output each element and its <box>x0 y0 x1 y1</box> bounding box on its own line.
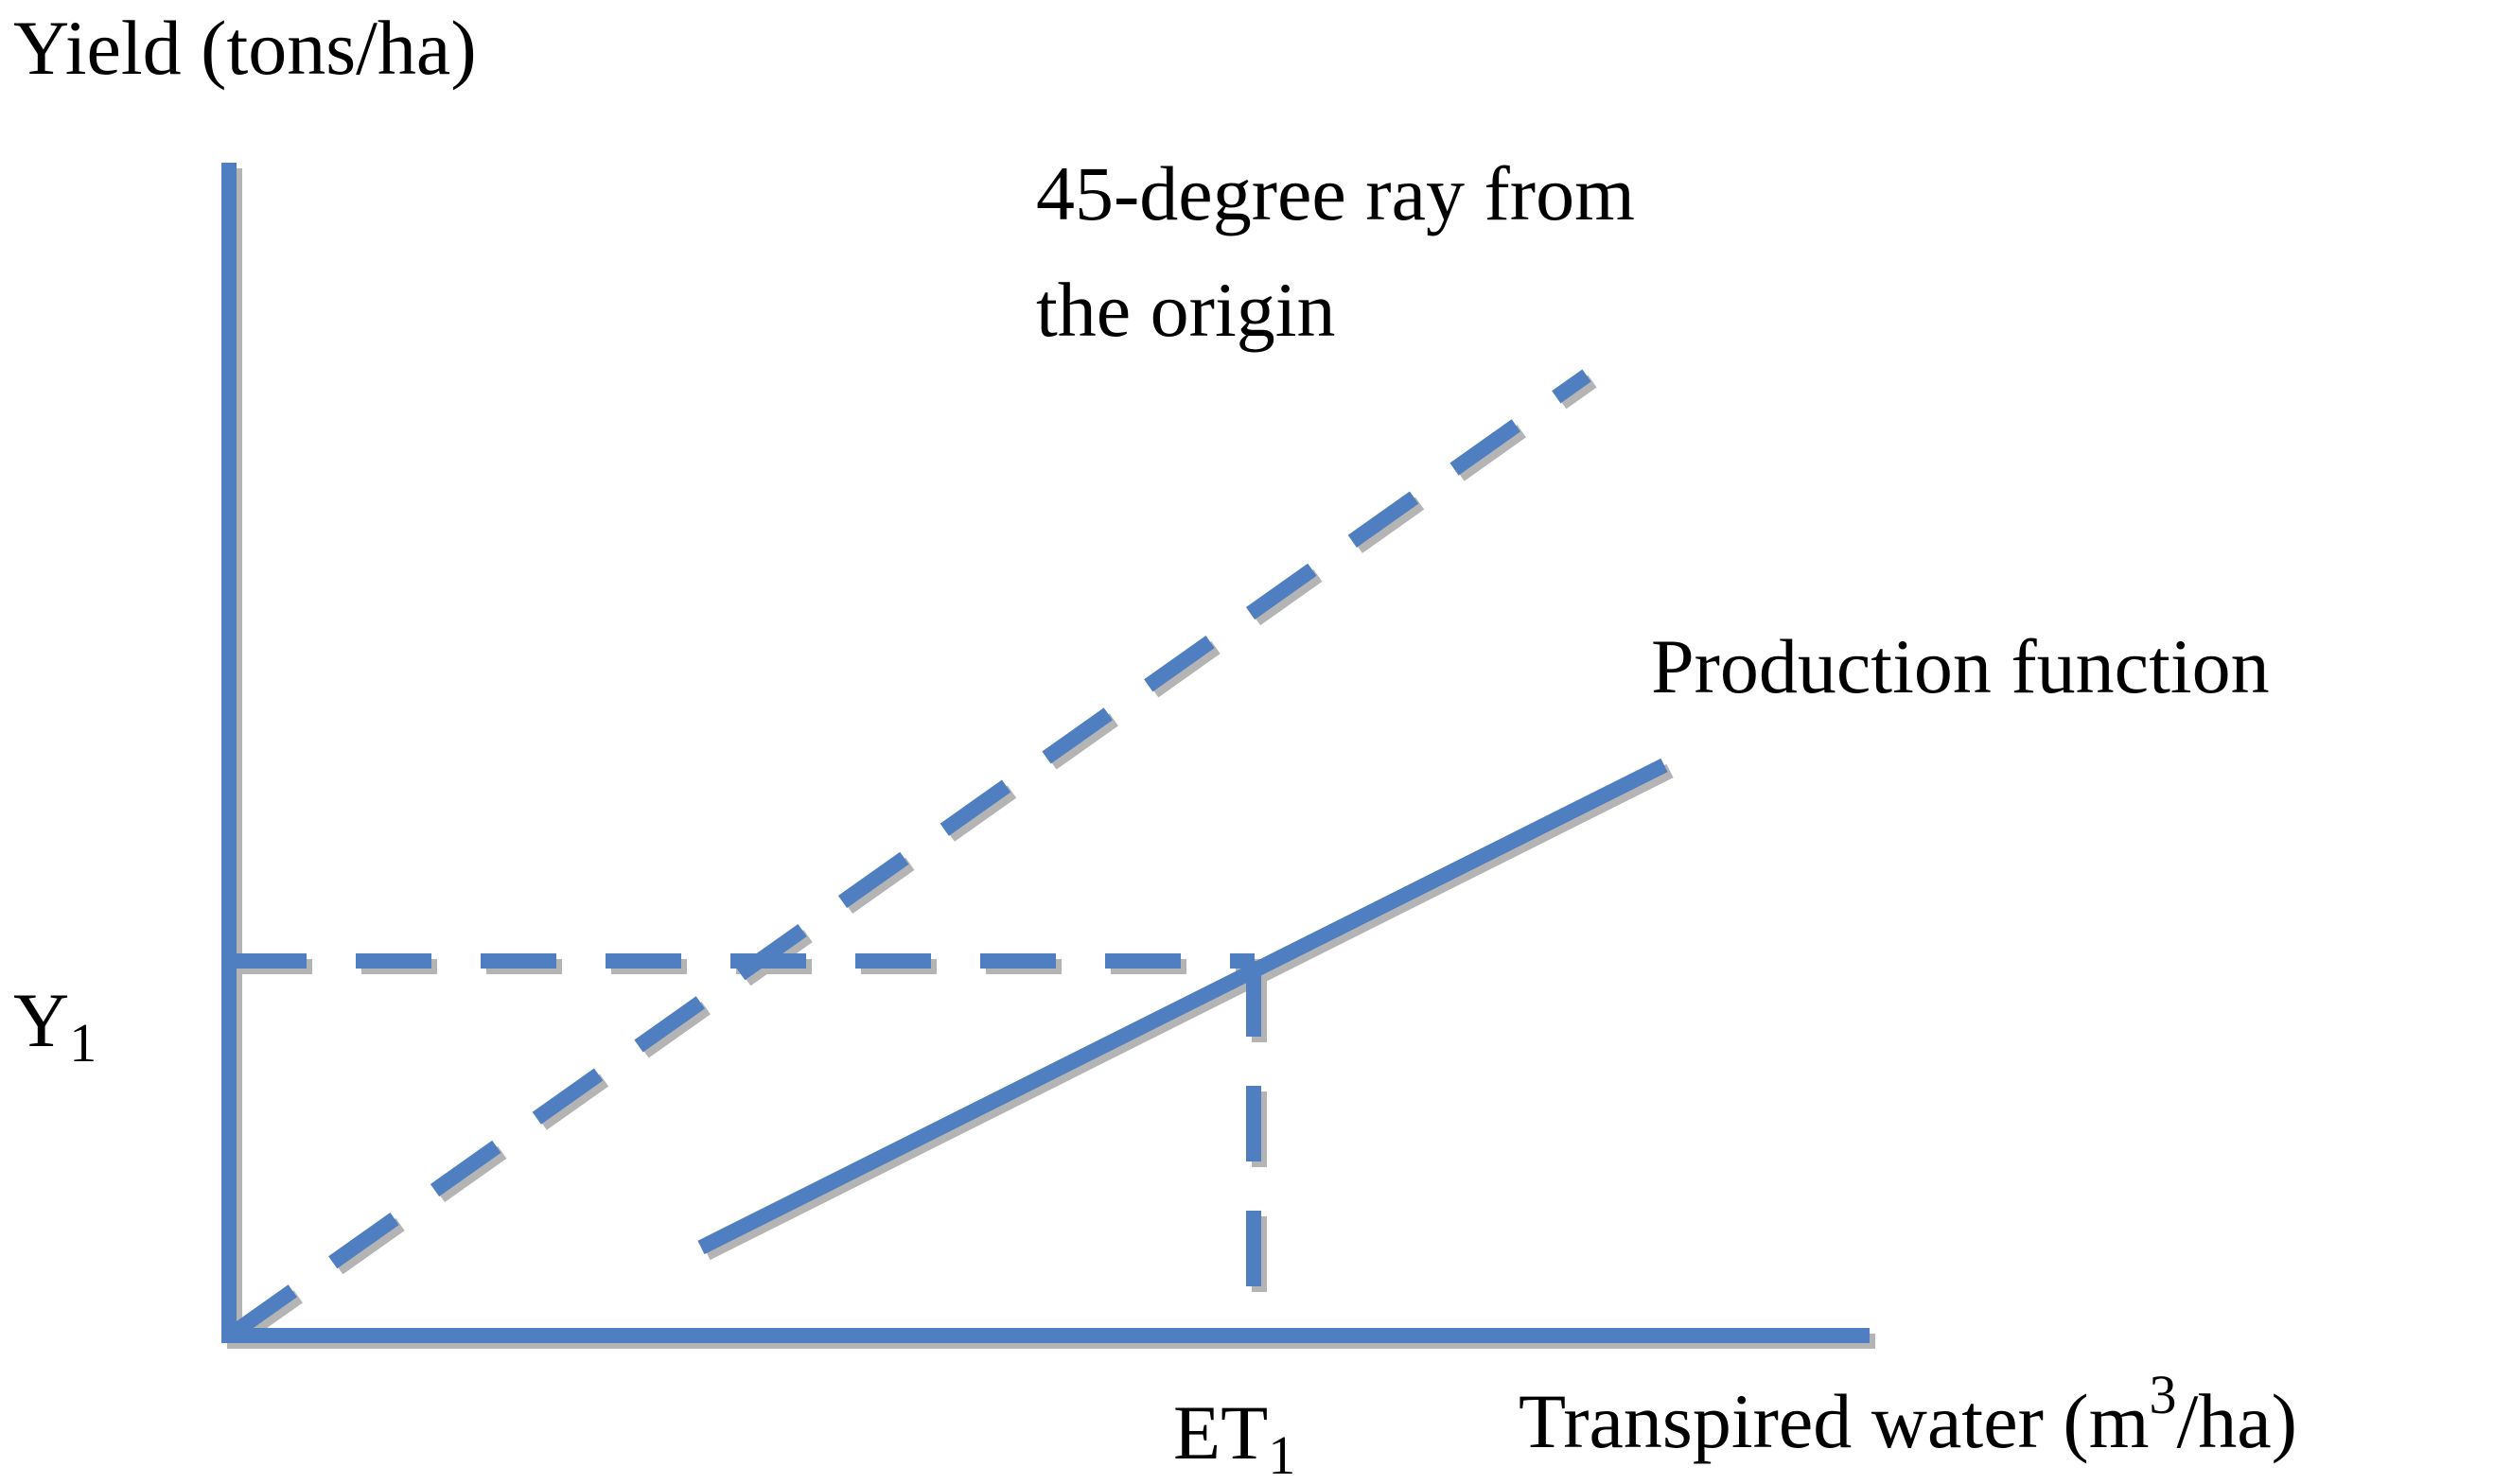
x-axis-label-superscript: 3 <box>2150 1364 2177 1425</box>
production-function-label: Production function <box>1651 623 2270 709</box>
production-function-line <box>697 758 1668 1255</box>
y1-label-base: Y <box>13 977 69 1063</box>
x-axis-label-suffix: /ha) <box>2177 1378 2297 1464</box>
et1-label-base: ET <box>1173 1389 1268 1475</box>
production-function-shadow <box>703 763 1674 1261</box>
45-degree-ray-line <box>226 369 1591 1341</box>
et1-label: ET1 <box>1173 1389 1295 1484</box>
x-axis-label: Transpired water (m3/ha) <box>1519 1364 2297 1464</box>
y-axis-label: Yield (tons/ha) <box>13 5 477 91</box>
y1-label: Y1 <box>13 977 97 1074</box>
ray-label-line-2: the origin <box>1036 267 1336 353</box>
y1-label-subscript: 1 <box>69 1012 97 1074</box>
ray-shadow <box>232 375 1597 1347</box>
et1-label-subscript: 1 <box>1268 1424 1295 1484</box>
x-axis-label-prefix: Transpired water (m <box>1519 1378 2150 1464</box>
ray-label-line-1: 45-degree ray from <box>1036 150 1635 236</box>
lines <box>221 163 1870 1343</box>
